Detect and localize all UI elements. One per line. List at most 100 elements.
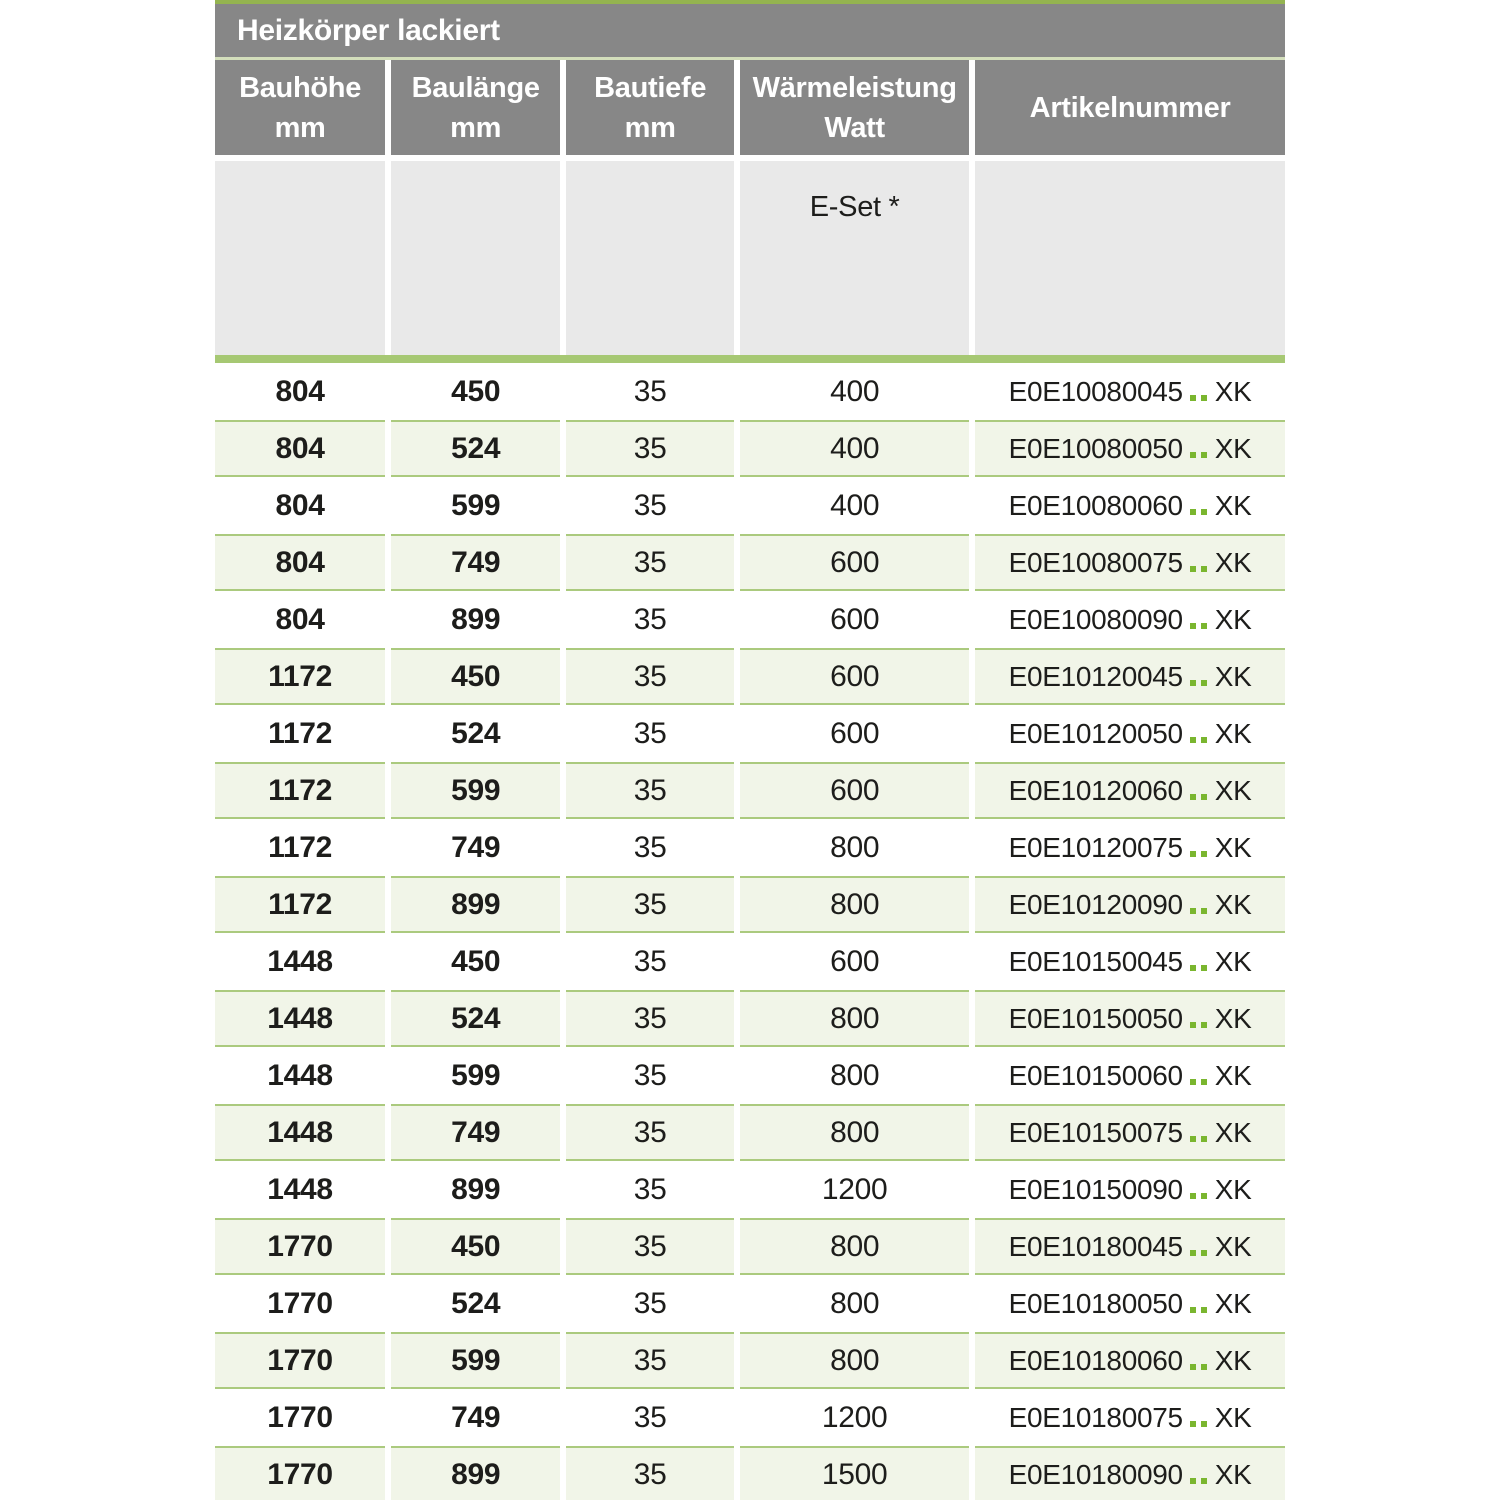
cell-baulaenge: 524 [391,990,561,1047]
artikel-suffix: XK [1214,1230,1252,1262]
wildcard-dots-icon [1189,793,1207,800]
column-header-label: Bauhöhe [239,71,362,104]
wildcard-dot-icon [1200,508,1207,515]
cell-waermeleistung: 800 [740,1104,970,1161]
table-row: 1172 899 35 800 E0E10120090 XK [215,876,1285,933]
wildcard-dot-icon [1200,451,1207,458]
table-row: 804 899 35 600 E0E10080090 XK [215,591,1285,648]
table-row: 1172 524 35 600 E0E10120050 XK [215,705,1285,762]
wildcard-dot-icon [1189,451,1196,458]
cell-baulaenge: 899 [391,876,561,933]
cell-bautiefe: 35 [566,1446,735,1500]
cell-bautiefe: 35 [566,420,735,477]
artikelnummer-line: E0E10080045 XK [1009,376,1252,408]
wildcard-dot-icon [1200,1192,1207,1199]
column-header-bautiefe: Bautiefe mm [566,60,735,155]
wildcard-dots-icon [1189,1021,1207,1028]
cell-baulaenge: 450 [451,374,501,408]
cell-baulaenge: 524 [451,1286,501,1320]
artikel-suffix: XK [1214,603,1252,635]
wildcard-dot-icon [1200,964,1207,971]
table-title-bar: Heizkörper lackiert [215,4,1285,57]
artikel-suffix: XK [1214,1116,1252,1148]
table-title: Heizkörper lackiert [237,13,500,47]
cell-bauhoehe: 1770 [215,1332,386,1389]
cell-artikelnummer: E0E10120060 XK [975,762,1285,819]
column-header-waermeleistung: Wärmeleistung Watt [740,60,970,155]
artikel-prefix: E0E10150090 [1008,1173,1184,1205]
wildcard-dot-icon [1189,907,1196,914]
artikelnummer-line: E0E10180060 XK [1009,1345,1252,1377]
artikelnummer-line: E0E10120045 XK [1009,661,1252,693]
cell-baulaenge: 524 [451,716,501,750]
wildcard-dot-icon [1189,394,1196,401]
artikel-prefix: E0E10150075 [1008,1116,1184,1148]
header-body-divider [215,355,1285,363]
cell-baulaenge: 599 [451,1058,501,1092]
wildcard-dot-icon [1200,679,1207,686]
wildcard-dots-icon [1189,1363,1207,1370]
cell-artikelnummer: E0E10120045 XK [975,648,1285,705]
wildcard-dot-icon [1200,793,1207,800]
cell-waermeleistung: 800 [830,1286,880,1320]
artikel-suffix: XK [1214,489,1252,521]
cell-waermeleistung: 800 [830,830,880,864]
wildcard-dot-icon [1189,1192,1196,1199]
subheader-row: E-Set * [215,161,1285,355]
cell-bautiefe: 35 [633,1058,667,1092]
cell-waermeleistung: 600 [830,716,880,750]
wildcard-dot-icon [1189,622,1196,629]
cell-waermeleistung: 600 [830,944,880,978]
wildcard-dots-icon [1189,1135,1207,1142]
column-header-row: Bauhöhe mm Baulänge mm Bautiefe mm Wärme… [215,60,1285,155]
cell-baulaenge: 749 [451,830,501,864]
wildcard-dots-icon [1189,907,1207,914]
cell-bauhoehe: 1448 [215,990,386,1047]
artikel-prefix: E0E10180060 [1008,1344,1184,1376]
cell-artikelnummer: E0E10150090 XK [975,1161,1285,1218]
wildcard-dots-icon [1189,736,1207,743]
wildcard-dots-icon [1189,394,1207,401]
artikel-suffix: XK [1214,1344,1252,1376]
cell-artikelnummer: E0E10080045 XK [975,363,1285,420]
wildcard-dot-icon [1189,1249,1196,1256]
cell-artikelnummer: E0E10180090 XK [975,1446,1285,1500]
artikelnummer-line: E0E10180050 XK [1009,1288,1252,1320]
cell-baulaenge: 899 [451,1172,501,1206]
table-row: 804 749 35 600 E0E10080075 XK [215,534,1285,591]
wildcard-dot-icon [1200,1021,1207,1028]
cell-bautiefe: 35 [633,488,667,522]
cell-artikelnummer: E0E10150045 XK [975,933,1285,990]
wildcard-dots-icon [1189,850,1207,857]
cell-waermeleistung: 400 [740,420,970,477]
cell-waermeleistung: 800 [740,876,970,933]
cell-baulaenge: 450 [391,1218,561,1275]
table-row: 1770 524 35 800 E0E10180050 XK [215,1275,1285,1332]
cell-waermeleistung: 400 [830,488,880,522]
eset-note: E-Set * [809,191,900,223]
table-body: 804 450 35 400 E0E10080045 XK 804 524 35 … [215,363,1285,1500]
cell-waermeleistung: 800 [830,1058,880,1092]
artikel-suffix: XK [1214,1401,1252,1433]
cell-bauhoehe: 1172 [268,716,332,750]
artikelnummer-line: E0E10150050 XK [1009,1003,1252,1035]
cell-baulaenge: 450 [451,944,501,978]
artikelnummer-line: E0E10080090 XK [1009,604,1252,636]
table-row: 1770 899 35 1500 E0E10180090 XK [215,1446,1285,1500]
cell-bauhoehe: 804 [215,420,386,477]
artikelnummer-line: E0E10080050 XK [1009,433,1252,465]
cell-artikelnummer: E0E10120075 XK [975,819,1285,876]
cell-waermeleistung: 1200 [821,1400,888,1434]
cell-baulaenge: 599 [391,762,561,819]
column-header-unit: mm [624,111,676,144]
artikel-prefix: E0E10150060 [1008,1059,1184,1091]
cell-bautiefe: 35 [566,1104,735,1161]
subheader-cell-bauhoehe [215,161,386,355]
cell-artikelnummer: E0E10080060 XK [975,477,1285,534]
cell-baulaenge: 749 [391,534,561,591]
table-row: 1770 749 35 1200 E0E10180075 XK [215,1389,1285,1446]
wildcard-dot-icon [1200,1135,1207,1142]
column-header-bauhoehe: Bauhöhe mm [215,60,386,155]
cell-waermeleistung: 800 [740,990,970,1047]
cell-bautiefe: 35 [566,534,735,591]
